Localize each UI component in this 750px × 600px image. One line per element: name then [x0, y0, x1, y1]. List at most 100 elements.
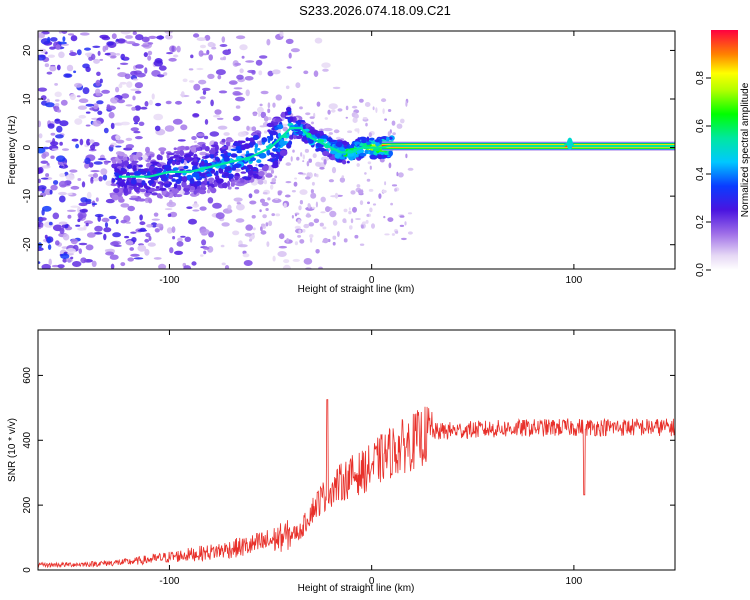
- spectrogram-noise-cell: [244, 232, 252, 237]
- spectrogram-noise-cell: [46, 71, 53, 75]
- spectrogram-noise-cell: [291, 215, 294, 219]
- spectrogram-signal-cell: [151, 192, 158, 196]
- spectrogram-noise-cell: [405, 101, 408, 107]
- spectrogram-noise-cell: [210, 99, 214, 107]
- spectrogram-noise-cell: [267, 197, 271, 201]
- spectrogram-noise-cell: [290, 156, 293, 162]
- spectrogram-signal-cell: [173, 183, 178, 189]
- spectrogram-noise-cell: [54, 83, 58, 86]
- spectrogram-noise-cell: [53, 180, 59, 185]
- spectrogram-noise-cell: [98, 176, 103, 182]
- spectrogram-noise-cell: [221, 222, 230, 227]
- spectrogram-noise-cell: [219, 44, 228, 47]
- spectrogram-noise-cell: [310, 189, 314, 194]
- spectrogram-noise-cell: [322, 68, 329, 72]
- spectrogram-signal-cell: [288, 140, 293, 146]
- spectrogram-noise-cell: [184, 236, 191, 242]
- spectrogram-noise-cell: [88, 56, 93, 61]
- spectrogram-signal-cell: [277, 132, 282, 138]
- spectrogram-noise-cell: [354, 234, 359, 239]
- spectrogram-noise-cell: [202, 90, 207, 95]
- spectrogram-noise-cell: [288, 52, 292, 59]
- spectrogram-noise-cell: [298, 229, 302, 234]
- spectrogram-noise-cell: [129, 247, 134, 251]
- spectrogram-noise-cell: [41, 153, 47, 159]
- spectrogram-noise-cell: [180, 124, 188, 131]
- spectrogram-noise-cell: [102, 174, 108, 181]
- spectrogram-noise-cell: [279, 31, 284, 37]
- spectrogram-noise-cell: [192, 113, 200, 117]
- spectrogram-noise-cell: [84, 162, 90, 169]
- spectrogram-noise-cell: [359, 243, 365, 246]
- spectrogram-signal-cell: [145, 186, 151, 190]
- spectrogram-signal-cell: [317, 147, 325, 152]
- spectrogram-noise-cell: [142, 154, 148, 161]
- spectrogram-noise-cell: [77, 227, 86, 231]
- spectrogram-noise-cell: [249, 200, 257, 205]
- spectrogram-noise-cell: [49, 46, 56, 50]
- spectrogram-noise-cell: [372, 203, 377, 206]
- spectrogram-noise-cell: [59, 227, 65, 234]
- spectrogram-signal-cell: [369, 137, 375, 141]
- spectrogram-signal-cell: [156, 193, 162, 199]
- spectrogram-noise-cell: [252, 232, 255, 235]
- spectrogram-noise-cell: [85, 200, 92, 205]
- spectrogram-noise-cell: [235, 96, 245, 102]
- spectrogram-noise-cell: [367, 161, 372, 165]
- spectrogram-noise-cell: [145, 232, 151, 238]
- spectrogram-noise-cell: [97, 215, 101, 222]
- spectrogram-xtick-label: 0: [369, 275, 375, 286]
- spectrogram-signal-cell: [183, 165, 189, 170]
- spectrogram-noise-cell: [348, 207, 351, 211]
- spectrogram-noise-cell: [387, 217, 394, 223]
- spectrogram-noise-cell: [72, 261, 82, 267]
- spectrogram-noise-cell: [124, 73, 131, 80]
- spectrogram-noise-cell: [125, 221, 131, 224]
- spectrogram-noise-cell: [216, 117, 224, 120]
- spectrogram-noise-cell: [271, 177, 277, 183]
- spectrogram-noise-cell: [108, 215, 117, 220]
- spectrogram-signal-cell: [206, 189, 211, 194]
- spectrogram-xtick-label: -100: [159, 275, 179, 286]
- spectrogram-noise-cell: [305, 112, 311, 116]
- spectrogram-noise-cell: [227, 204, 232, 211]
- spectrogram-noise-cell: [77, 178, 82, 181]
- spectrogram-signal-cell: [179, 149, 185, 157]
- spectrogram-noise-cell: [308, 158, 313, 163]
- spectrogram-noise-cell: [172, 118, 183, 125]
- spectrogram-noise-cell: [364, 102, 371, 107]
- spectrogram-signal-cell: [388, 150, 394, 157]
- spectrogram-noise-cell: [146, 224, 154, 228]
- spectrogram-signal-cell: [136, 151, 143, 158]
- spectrogram-noise-cell: [62, 36, 66, 42]
- spectrogram-noise-cell: [164, 31, 173, 34]
- spectrogram-noise-cell: [220, 244, 225, 248]
- spectrogram-ylabel: Frequency (Hz): [7, 116, 18, 185]
- spectrogram-noise-cell: [85, 103, 95, 107]
- spectrogram-noise-cell: [314, 173, 317, 177]
- spectrogram-noise-cell: [193, 33, 200, 38]
- spectrogram-noise-cell: [38, 32, 44, 38]
- spectrogram-noise-cell: [93, 58, 100, 64]
- spectrogram-signal-cell: [173, 147, 177, 151]
- spectrogram-noise-cell: [52, 212, 60, 220]
- spectrogram-noise-cell: [117, 38, 126, 44]
- spectrogram-noise-cell: [78, 248, 83, 255]
- snr-ytick-label: 200: [22, 496, 33, 513]
- spectrogram-noise-cell: [48, 258, 52, 266]
- spectrogram-noise-cell: [61, 31, 68, 34]
- spectrogram-noise-cell: [121, 93, 130, 99]
- spectrogram-signal-cell: [247, 170, 253, 176]
- spectrogram-signal-cell: [269, 130, 278, 136]
- spectrogram-noise-cell: [125, 137, 133, 141]
- spectrogram-noise-cell: [96, 71, 101, 77]
- spectrogram-noise-cell: [275, 197, 279, 201]
- spectrogram-noise-cell: [322, 237, 329, 244]
- spectrogram-signal-cell: [245, 154, 250, 158]
- spectrogram-noise-cell: [115, 86, 120, 93]
- spectrogram-noise-cell: [196, 67, 204, 71]
- spectrogram-signal-cell: [141, 180, 146, 186]
- spectrogram-noise-cell: [65, 174, 75, 181]
- spectrogram-noise-cell: [123, 56, 129, 60]
